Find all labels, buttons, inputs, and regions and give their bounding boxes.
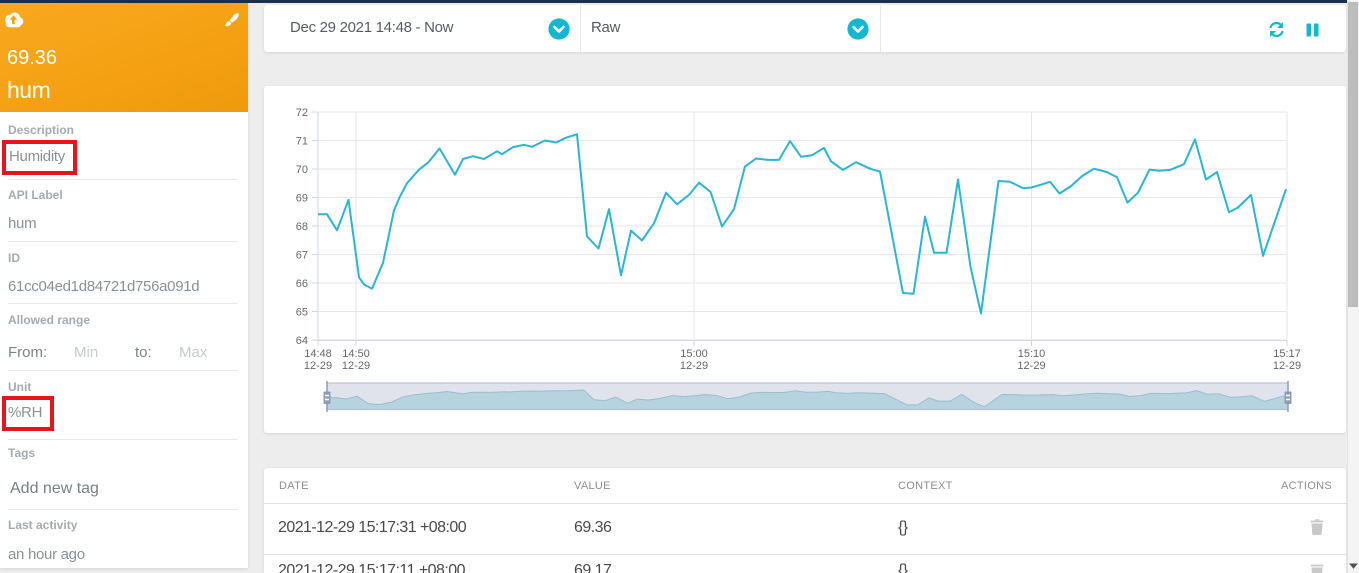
svg-text:12-29: 12-29 — [304, 360, 332, 372]
svg-text:15:00: 15:00 — [680, 348, 708, 360]
svg-text:15:10: 15:10 — [1018, 348, 1046, 360]
svg-text:68: 68 — [296, 221, 308, 233]
svg-text:69: 69 — [296, 193, 308, 205]
svg-text:15:17: 15:17 — [1273, 348, 1301, 360]
svg-text:70: 70 — [296, 164, 308, 176]
svg-text:64: 64 — [296, 335, 308, 347]
svg-text:12-29: 12-29 — [1017, 360, 1045, 372]
svg-text:14:50: 14:50 — [342, 348, 370, 360]
svg-text:12-29: 12-29 — [1273, 360, 1301, 372]
svg-text:65: 65 — [296, 307, 308, 319]
svg-text:72: 72 — [296, 107, 308, 119]
svg-text:67: 67 — [296, 250, 308, 262]
svg-text:12-29: 12-29 — [680, 360, 708, 372]
svg-text:12-29: 12-29 — [342, 360, 370, 372]
svg-text:71: 71 — [296, 136, 308, 148]
svg-text:14:48: 14:48 — [304, 348, 332, 360]
svg-text:66: 66 — [296, 278, 308, 290]
